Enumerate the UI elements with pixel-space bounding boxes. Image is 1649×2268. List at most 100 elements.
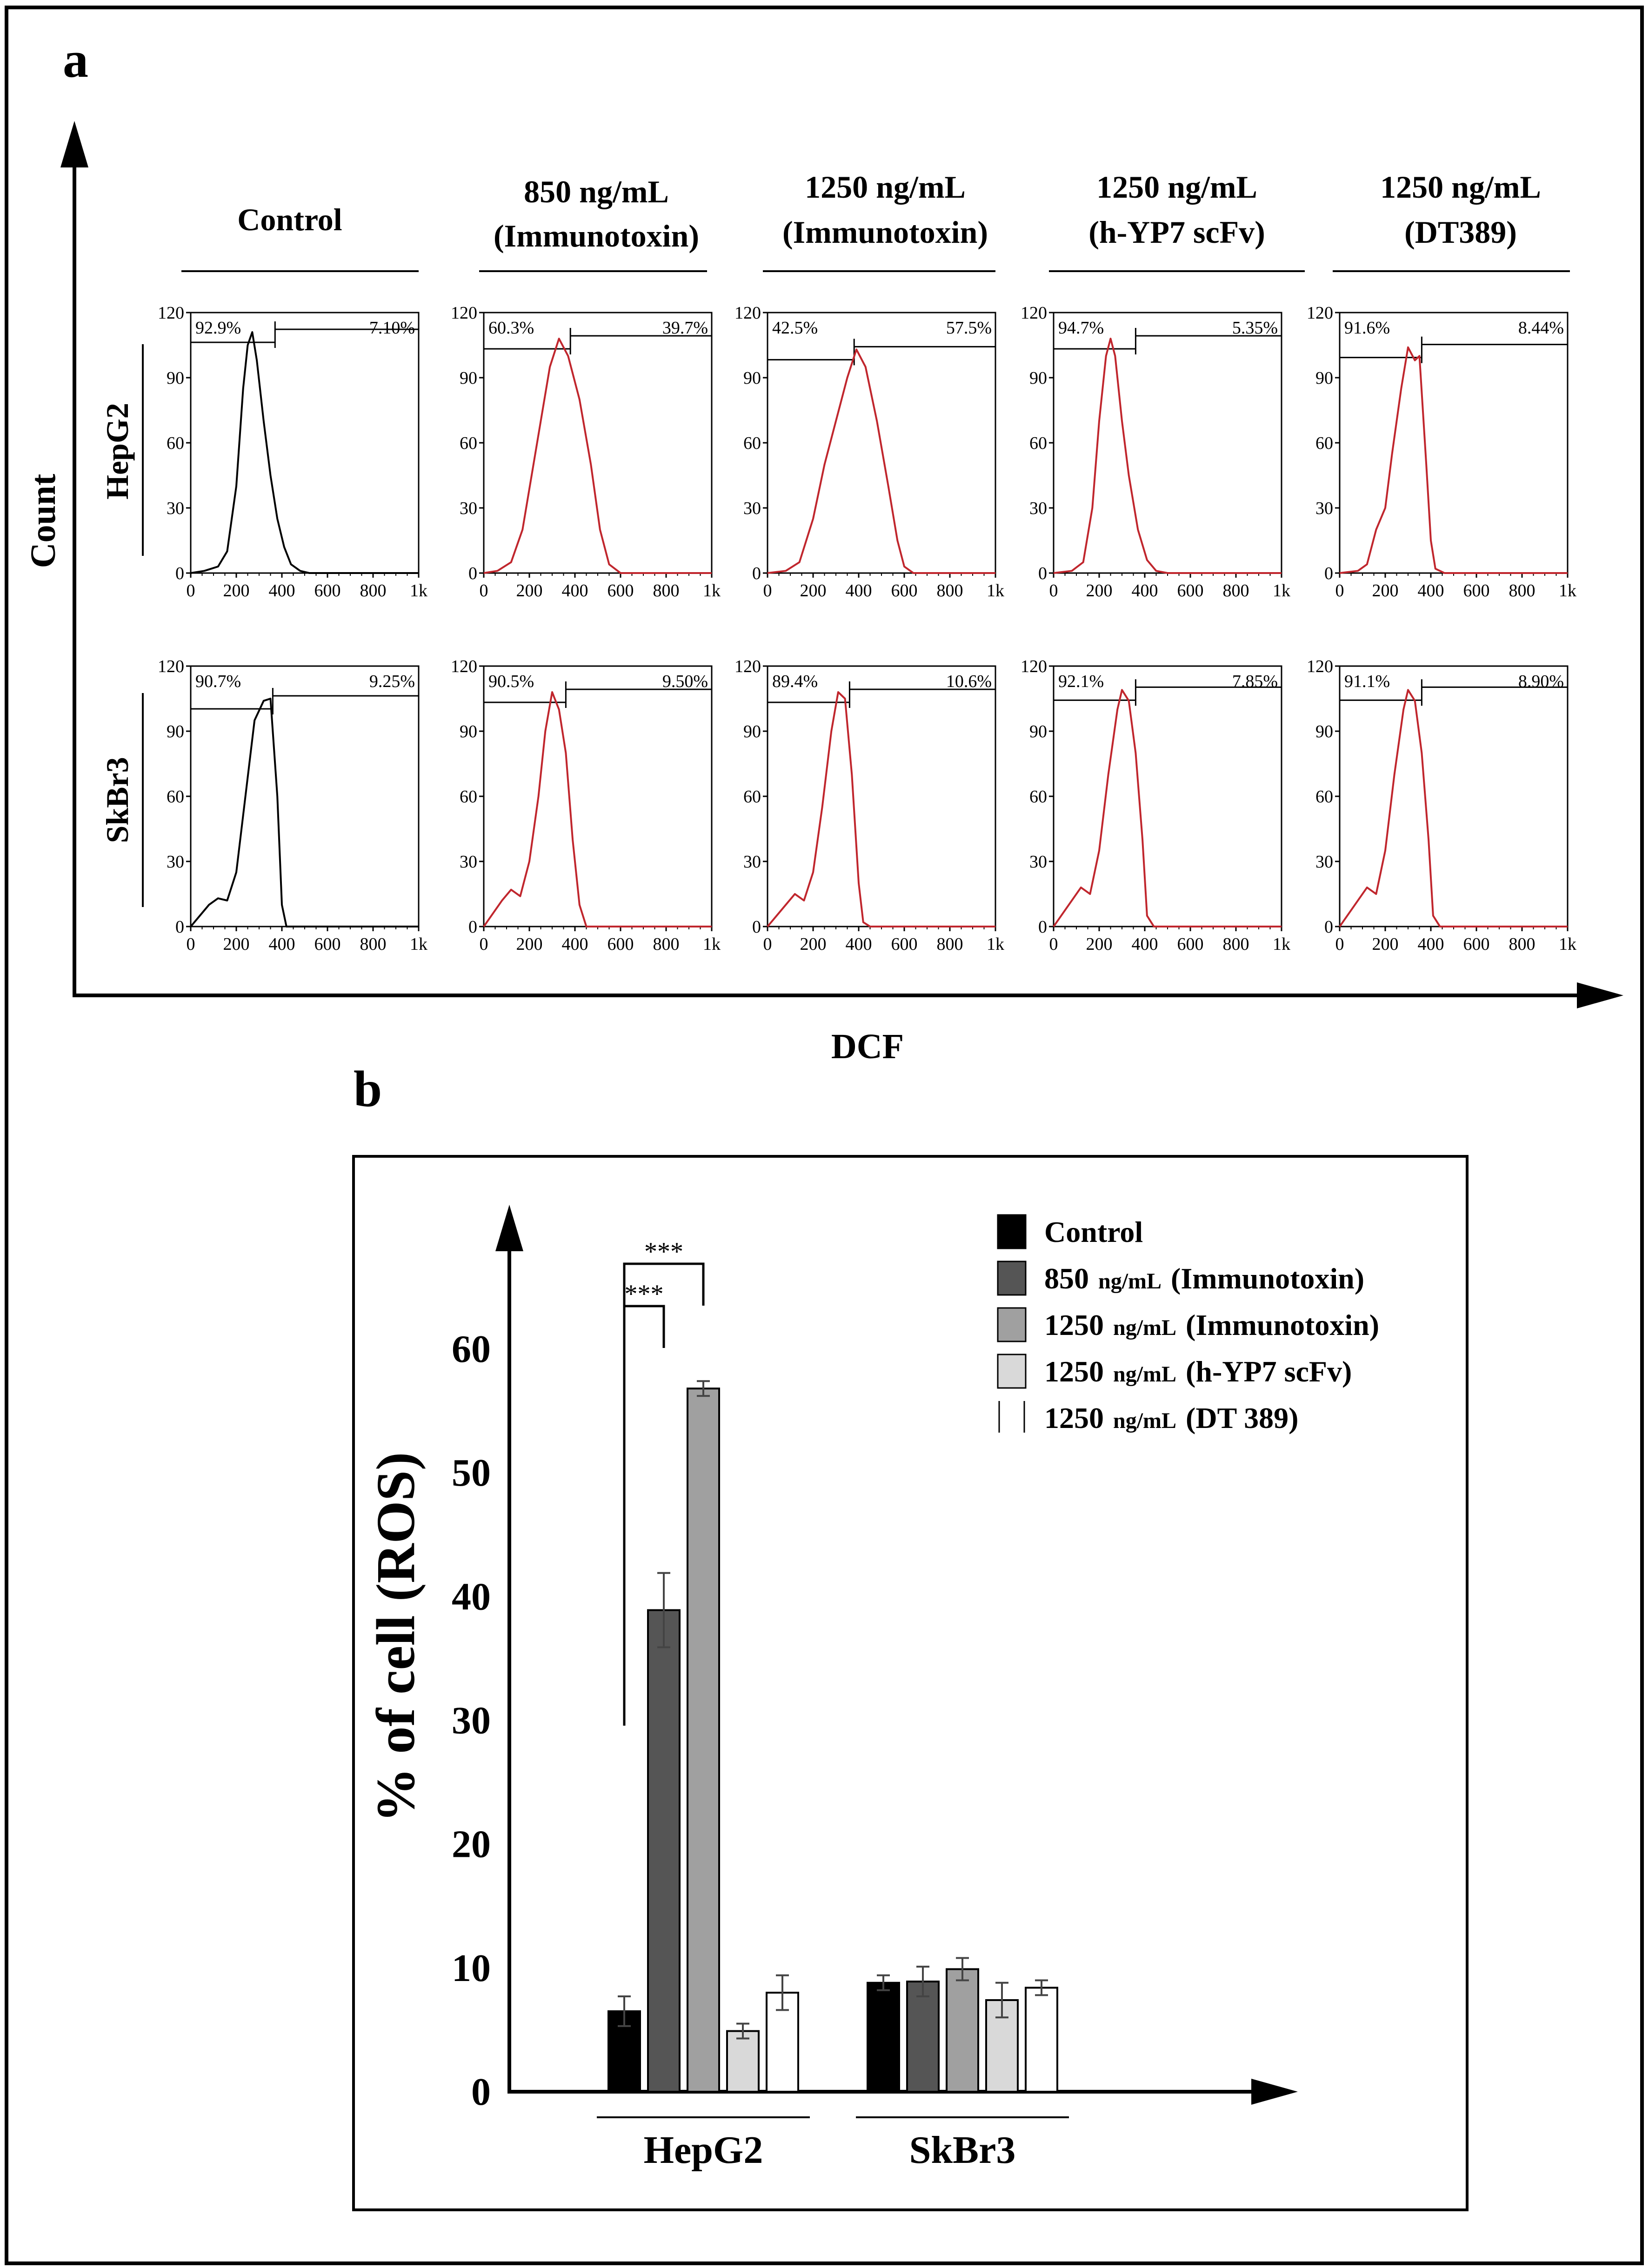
x-tick-label: 200 [800,581,827,600]
x-tick-label: 1k [703,581,721,600]
gate-percent-right: 5.35% [1232,318,1278,338]
y-tick-label: 90 [743,368,761,388]
x-tick-label: 0 [187,581,195,600]
y-tick-label: 60 [1029,434,1047,453]
x-tick-label: 600 [314,581,341,600]
legend-item-1250-immunotoxin: 1250 ng/mL (Immunotoxin) [997,1307,1379,1342]
bar-group-skbr3: SkBr3 [856,1957,1069,2172]
histogram-hepg2-1250-immunotoxin: 0 30 60 90 120 0 200 400 600 800 1k 42.5% 57.5% [734,303,1004,600]
legend-dose-value: 850 [1044,1262,1089,1295]
x-tick-label: 400 [1418,934,1444,954]
panel-a-y-arrowhead [60,121,88,167]
y-tick-label: 0 [175,917,184,937]
y-tick-label: 30 [1315,852,1333,872]
y-tick-label: 60 [743,434,761,453]
histogram-curve [483,691,712,927]
y-axis-arrowhead [495,1205,523,1251]
legend-swatch [997,1214,1027,1249]
panel-b-label: b [354,1061,382,1117]
x-tick-label: 600 [891,581,918,600]
column-header-line1: 850 ng/mL [524,174,669,209]
column-header-line1: 1250 ng/mL [1380,169,1541,205]
histogram-frame [190,312,420,574]
y-tick-label: 60 [167,434,184,453]
x-tick-label: 200 [1086,581,1113,600]
legend-dose-unit: ng/mL [1113,1315,1176,1340]
legend-agent: (h-YP7 scFv) [1186,1355,1352,1388]
y-tick-label: 20 [452,1823,491,1866]
bar [1025,1987,1058,2093]
category-label: SkBr3 [909,2128,1016,2172]
x-tick-label: 600 [608,934,634,954]
y-tick-label: 0 [468,564,477,583]
legend-dose-unit: ng/mL [1113,1362,1176,1387]
x-tick-label: 800 [937,581,963,600]
panel-b: b % of cell (ROS) 0 10 20 30 40 50 60 HepG2 SkBr… [352,1061,1469,2211]
y-tick-label: 0 [468,917,477,937]
histogram-curve [190,331,419,574]
x-tick-label: 400 [846,581,872,600]
bar [906,1981,940,2093]
row-label-hepg2: HepG2 [100,344,144,556]
y-tick-label: 60 [1029,787,1047,807]
y-tick-label: 30 [460,852,477,872]
histogram-curve [1053,338,1282,574]
y-tick-label: 30 [743,852,761,872]
legend-label: 1250 ng/mL (h-YP7 scFv) [1044,1355,1352,1388]
x-tick-label: 200 [1372,581,1399,600]
x-tick-label: 1k [987,581,1004,600]
x-tick-label: 1k [410,581,427,600]
x-tick-label: 400 [562,581,588,600]
gate-percent-right: 39.7% [662,318,708,338]
y-tick-label: 30 [1029,852,1047,872]
panel-a-x-title: DCF [831,1027,904,1066]
column-header-850-immunotoxin: 850 ng/mL (Immunotoxin) [479,174,707,272]
legend-label: 1250 ng/mL (DT 389) [1044,1401,1298,1434]
gate-percent-right: 8.90% [1518,672,1564,691]
gate-percent-right: 7.10% [369,318,415,338]
y-tick-label: 30 [167,499,184,518]
y-tick-label: 0 [752,917,761,937]
histogram-curve [483,338,712,574]
y-tick-label: 120 [1021,657,1047,676]
bracket-line [623,1262,705,1726]
x-tick-label: 800 [360,581,387,600]
y-tick-label: 60 [460,787,477,807]
y-tick-label: 120 [734,303,761,323]
x-tick-label: 0 [1335,934,1344,954]
figure-frame [5,6,1644,2265]
x-tick-label: 1k [1273,581,1290,600]
x-tick-label: 200 [516,934,543,954]
panel-a-label: a [63,31,88,88]
row-label-text: SkBr3 [100,757,135,843]
histogram-skbr3-1250-scfv: 0 30 60 90 120 0 200 400 600 800 1k 92.1% 7.85% [1021,657,1290,954]
x-tick-label: 0 [480,581,488,600]
gate-percent-right: 9.25% [369,672,415,691]
significance-label: *** [625,1280,664,1308]
legend-dose-value: 1250 [1044,1355,1104,1388]
legend-agent: (Immunotoxin) [1171,1262,1364,1295]
y-tick-label: 30 [1315,499,1333,518]
x-tick-label: 1k [703,934,721,954]
y-tick-label: 90 [460,722,477,741]
histogram-curve [190,698,419,927]
y-tick-label: 120 [158,657,184,676]
x-tick-label: 1k [987,934,1004,954]
legend-agent: (DT 389) [1186,1401,1298,1434]
x-tick-label: 600 [1463,934,1490,954]
x-tick-label: 1k [1559,934,1576,954]
y-tick-label: 30 [167,852,184,872]
legend-dose-value: 1250 [1044,1308,1104,1341]
histogram-curve [1053,689,1282,927]
significance-bracket: *** [623,1237,705,1726]
y-tick-label: 120 [1307,303,1333,323]
y-tick-label: 60 [743,787,761,807]
histogram-frame [1339,665,1569,927]
x-tick-label: 0 [763,581,772,600]
histogram-hepg2-850-immunotoxin: 0 30 60 90 120 0 200 400 600 800 1k 60.3% 39.7% [451,303,721,600]
legend-swatch [997,1307,1027,1342]
x-tick-label: 800 [1509,581,1536,600]
x-tick-label: 800 [653,934,680,954]
gate-percent-right: 57.5% [946,318,992,338]
y-tick-label: 90 [1029,722,1047,741]
